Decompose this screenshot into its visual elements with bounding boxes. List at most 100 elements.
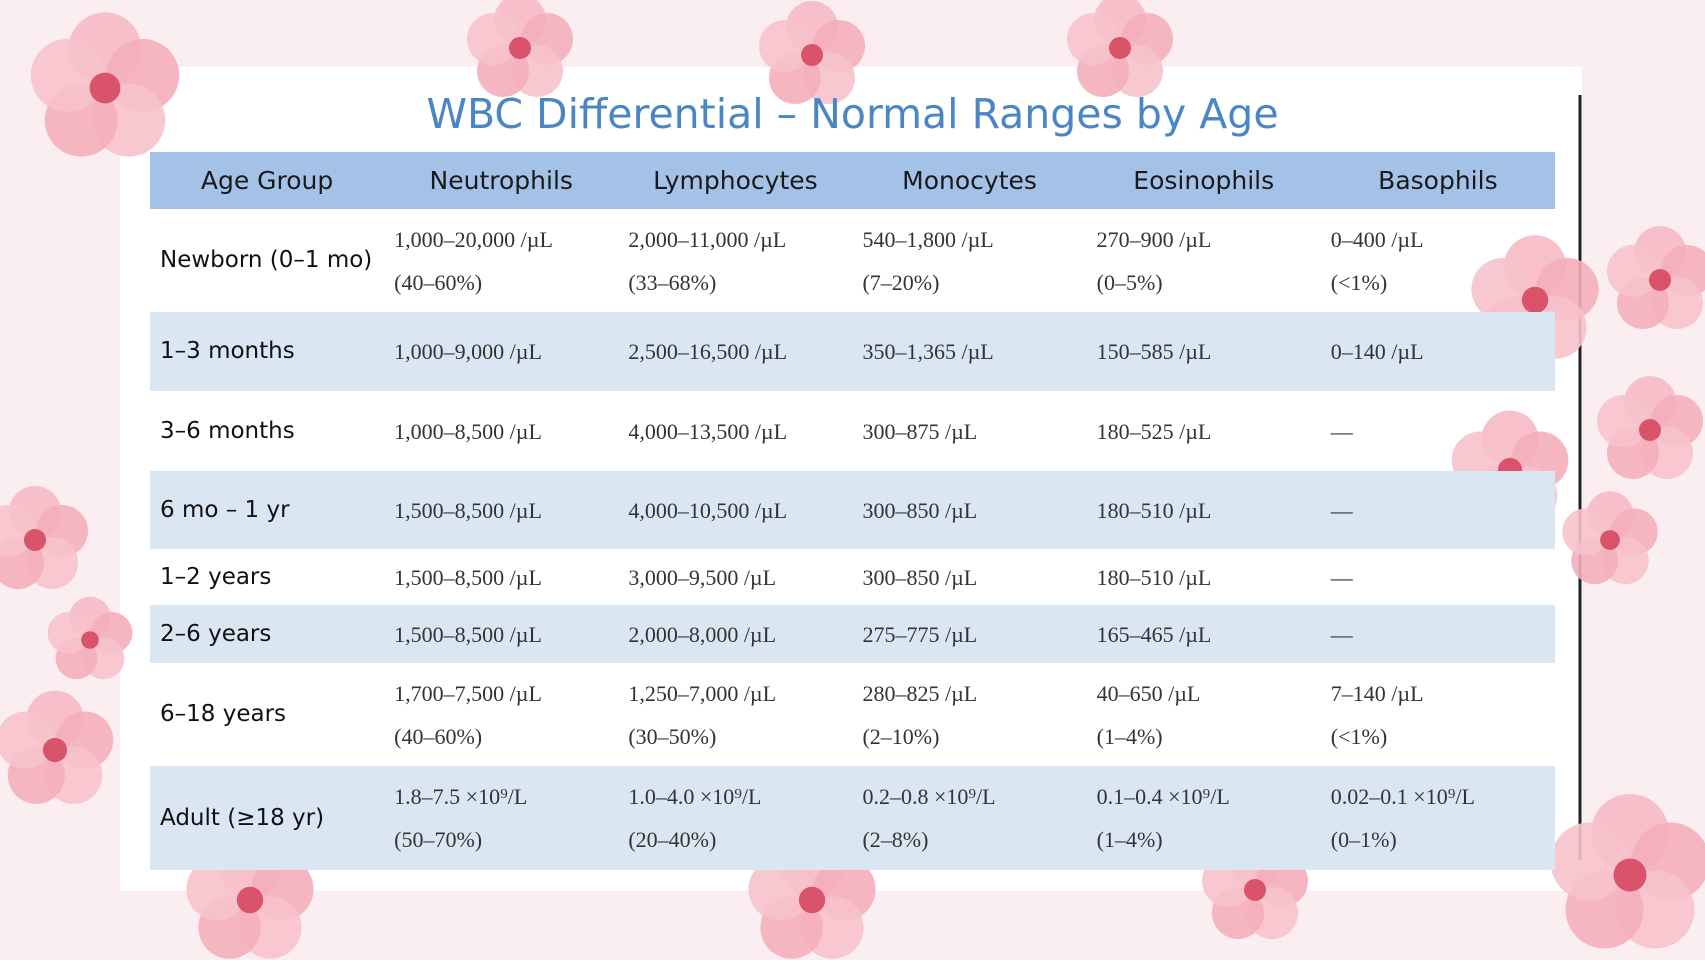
range-cell: 180–525 /µL	[1087, 391, 1321, 471]
column-header: Eosinophils	[1086, 152, 1321, 209]
cell-line: (20–40%)	[628, 827, 717, 852]
cell-line: (<1%)	[1330, 723, 1388, 749]
cell-line: 4,000–13,500 /µL	[628, 418, 788, 444]
cell-line: 350–1,365 /µL	[862, 339, 994, 364]
cell-line: —	[1330, 418, 1353, 444]
range-cell: 300–850 /µL	[852, 549, 1086, 605]
range-cell: 300–875 /µL	[852, 391, 1086, 471]
range-cell: —	[1320, 605, 1555, 663]
cell-line: 180–510 /µL	[1096, 497, 1212, 523]
range-cell: 2,000–8,000 /µL	[618, 605, 853, 663]
range-cell: 270–900 /µL (0–5%)	[1087, 209, 1321, 312]
cell-line: 40–650 /µL	[1096, 680, 1201, 706]
column-header: Age Group	[150, 152, 385, 209]
cell-line: (33–68%)	[628, 269, 717, 295]
cell-line: 1,700–7,500 /µL	[394, 680, 542, 706]
cell-line: 3,000–9,500 /µL	[628, 564, 777, 590]
cell-line: 1.8–7.5 ×10⁹/L	[394, 784, 528, 809]
age-group: Newborn (0–1 mo)	[160, 247, 373, 273]
cell-line: (30–50%)	[628, 723, 717, 749]
range-cell: 540–1,800 /µL (7–20%)	[852, 209, 1086, 312]
cell-line: 300–875 /µL	[862, 418, 978, 444]
range-cell: 2,000–11,000 /µL (33–68%)	[618, 209, 852, 312]
cell-line: (50–70%)	[394, 827, 483, 852]
range-cell: 4,000–10,500 /µL	[618, 471, 853, 549]
range-cell: 40–650 /µL (1–4%)	[1087, 663, 1321, 766]
age-group: 1–3 months	[150, 312, 385, 391]
table-row: 2–6 years 1,500–8,500 /µL 2,000–8,000 /µL 2…	[150, 605, 1555, 663]
cell-line: (1–4%)	[1096, 827, 1163, 852]
age-group: 6–18 years	[160, 701, 287, 727]
cell-line: 1,250–7,000 /µL	[628, 680, 777, 706]
cell-line: (40–60%)	[394, 269, 483, 295]
range-cell: 350–1,365 /µL	[852, 312, 1087, 391]
cell-line: (7–20%)	[862, 269, 940, 295]
range-cell: 1,000–9,000 /µL	[384, 312, 619, 391]
cell-line: 180–525 /µL	[1096, 418, 1212, 444]
cell-line: 1,000–20,000 /µL	[394, 226, 553, 252]
cell-line: (1–4%)	[1096, 723, 1163, 749]
cell-line: (2–10%)	[862, 723, 940, 749]
cell-line: (<1%)	[1330, 269, 1388, 295]
cell-line: —	[1330, 621, 1353, 647]
cell-line: 1,500–8,500 /µL	[394, 497, 542, 523]
cell-line: 1,500–8,500 /µL	[394, 564, 542, 590]
range-cell: 2,500–16,500 /µL	[618, 312, 853, 391]
range-cell: 1,500–8,500 /µL	[384, 471, 619, 549]
cell-line: (2–8%)	[862, 827, 929, 852]
table-row: 3–6 months 1,000–8,500 /µL 4,000–13,500 /µ…	[150, 391, 1555, 471]
column-header: Monocytes	[852, 152, 1087, 209]
cell-line: 1,000–8,500 /µL	[394, 418, 542, 444]
range-cell: 3,000–9,500 /µL	[618, 549, 852, 605]
cell-line: 300–850 /µL	[862, 497, 978, 523]
cell-line: (40–60%)	[394, 723, 483, 749]
cell-line: 2,500–16,500 /µL	[628, 339, 788, 364]
age-group: 3–6 months	[160, 417, 295, 444]
column-header: Basophils	[1320, 152, 1555, 209]
cell-line: 150–585 /µL	[1096, 339, 1212, 364]
cell-line: 0.2–0.8 ×10⁹/L	[862, 784, 996, 809]
range-cell: 0.2–0.8 ×10⁹/L (2–8%)	[852, 766, 1087, 870]
cell-line: 0–400 /µL	[1330, 226, 1424, 252]
range-cell: —	[1321, 391, 1555, 471]
range-cell: 280–825 /µL (2–10%)	[852, 663, 1086, 766]
cell-line: 270–900 /µL	[1096, 226, 1212, 252]
age-group: 6 mo – 1 yr	[150, 471, 385, 549]
cell-line: 280–825 /µL	[862, 680, 978, 706]
cell-line: 1.0–4.0 ×10⁹/L	[628, 784, 762, 809]
table-row: 6–18 years 1,700–7,500 /µL (40–60%) 1,250–7…	[150, 663, 1555, 766]
range-cell: 0–400 /µL (<1%)	[1321, 209, 1555, 312]
cell-line: 0–140 /µL	[1330, 339, 1424, 364]
cell-line: 1,500–8,500 /µL	[394, 621, 542, 647]
range-cell: 1.8–7.5 ×10⁹/L (50–70%)	[384, 766, 619, 870]
ranges-table: Age Group Neutrophils Lymphocytes Monocytes…	[150, 152, 1555, 870]
range-cell: 1,250–7,000 /µL (30–50%)	[618, 663, 852, 766]
age-group: 2–6 years	[150, 605, 385, 663]
cell-line: —	[1330, 497, 1353, 523]
cell-line: 0.1–0.4 ×10⁹/L	[1096, 784, 1230, 809]
age-group: 1–2 years	[160, 563, 272, 590]
cell-line: 2,000–11,000 /µL	[628, 226, 787, 252]
range-cell: 0.1–0.4 ×10⁹/L (1–4%)	[1086, 766, 1321, 870]
range-cell: 180–510 /µL	[1086, 471, 1321, 549]
cell-line: 300–850 /µL	[862, 564, 978, 590]
cell-line: 180–510 /µL	[1096, 564, 1212, 590]
range-cell: 300–850 /µL	[852, 471, 1087, 549]
table-row: 1–2 years 1,500–8,500 /µL 3,000–9,500 /µL 3…	[150, 549, 1555, 605]
table-row: 6 mo – 1 yr 1,500–8,500 /µL 4,000–10,500 /…	[150, 471, 1555, 549]
range-cell: 165–465 /µL	[1086, 605, 1321, 663]
range-cell: 7–140 /µL (<1%)	[1321, 663, 1555, 766]
cell-line: 7–140 /µL	[1330, 680, 1424, 706]
table-row: Adult (≥18 yr) 1.8–7.5 ×10⁹/L (50–70%) 1.0–…	[150, 766, 1555, 870]
cell-line: (0–5%)	[1096, 269, 1163, 295]
range-cell: 4,000–13,500 /µL	[618, 391, 852, 471]
cell-line: 4,000–10,500 /µL	[628, 497, 788, 523]
range-cell: 1,500–8,500 /µL	[384, 549, 618, 605]
table-row: Newborn (0–1 mo) 1,000–20,000 /µL (40–60%)…	[150, 209, 1555, 312]
range-cell: —	[1320, 471, 1555, 549]
cell-line: 275–775 /µL	[862, 621, 978, 647]
range-cell: 1,700–7,500 /µL (40–60%)	[384, 663, 618, 766]
column-header: Lymphocytes	[618, 152, 853, 209]
cell-line: 165–465 /µL	[1096, 621, 1212, 647]
